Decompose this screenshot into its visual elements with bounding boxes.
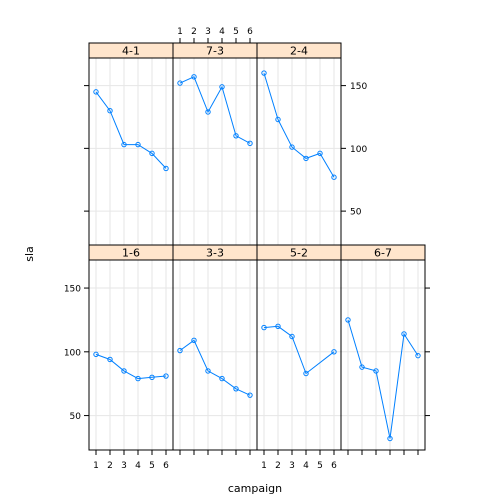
data-point (205, 368, 211, 374)
series-line-1-6 (95, 353, 167, 380)
x-tick-label: 4 (135, 461, 141, 471)
strip-label: 5-2 (290, 247, 308, 260)
panels: 4-1 7-3 2-4 1-6 3-3 5-2 6-7 (88, 42, 426, 451)
x-tick-label: 6 (331, 461, 337, 471)
y-axis-left-row2: 50 100 150 (64, 285, 89, 422)
series-line-4-1 (95, 91, 167, 169)
series-line-6-7 (347, 319, 419, 439)
series-line-2-4 (263, 72, 335, 178)
y-tick-label: 50 (350, 208, 362, 218)
data-point (163, 373, 169, 379)
panel-4-1: 4-1 (88, 42, 174, 246)
y-axis-right-row2 (425, 287, 430, 417)
data-point (289, 333, 295, 340)
y-axis-left-row1 (84, 85, 89, 212)
y-tick-label: 50 (70, 412, 82, 422)
strip-label: 3-3 (206, 247, 224, 260)
x-tick-label: 6 (163, 461, 169, 471)
series-line-3-3 (179, 339, 251, 396)
data-point (149, 150, 155, 157)
series-line-5-2 (263, 325, 335, 375)
y-axis-label: sla (23, 246, 36, 262)
x-tick-label: 3 (205, 27, 211, 37)
panel-1-6: 1-6 (88, 244, 174, 451)
x-tick-label: 2 (191, 27, 197, 37)
data-point (107, 108, 113, 114)
x-tick-label: 1 (177, 27, 183, 37)
data-point (163, 165, 169, 172)
data-point (177, 80, 183, 86)
x-tick-label: 6 (247, 27, 253, 37)
x-tick-label: 5 (233, 27, 239, 37)
panel-2-4: 2-4 (256, 42, 342, 246)
data-point (345, 317, 351, 323)
x-tick-label: 1 (261, 461, 267, 471)
data-point (289, 144, 295, 150)
panel-border (340, 259, 426, 451)
data-point (191, 74, 197, 80)
data-point (93, 89, 99, 95)
x-axis-label: campaign (228, 482, 282, 495)
panel-3-3: 3-3 (172, 244, 258, 451)
x-tick-label: 2 (107, 461, 113, 471)
data-point (121, 141, 127, 148)
x-tick-label: 4 (219, 27, 225, 37)
data-point (303, 370, 309, 377)
x-tick-label: 4 (303, 461, 309, 471)
data-point (191, 337, 197, 344)
x-tick-label: 1 (93, 461, 99, 471)
data-point (135, 375, 141, 382)
strip-label: 1-6 (122, 247, 140, 260)
strip-label: 2-4 (290, 45, 308, 58)
y-tick-label: 100 (350, 145, 367, 155)
data-point (275, 116, 281, 123)
data-point (107, 356, 113, 363)
data-point (121, 368, 127, 374)
data-point (233, 386, 239, 392)
data-point (261, 324, 267, 331)
x-tick-label: 3 (289, 461, 295, 471)
panel-5-2: 5-2 (256, 244, 342, 451)
strip-label: 4-1 (122, 45, 140, 58)
data-point (219, 84, 225, 90)
x-tick-label: 2 (275, 461, 281, 471)
panel-7-3: 7-3 (172, 42, 258, 246)
y-tick-label: 150 (64, 285, 81, 295)
data-point (177, 347, 183, 354)
data-point (401, 331, 407, 337)
data-point (331, 174, 337, 180)
data-point (205, 109, 211, 115)
strip-label: 6-7 (374, 247, 392, 260)
data-point (331, 349, 337, 355)
strip-label: 7-3 (206, 45, 224, 58)
series-line-7-3 (179, 76, 251, 144)
data-point (415, 352, 421, 359)
data-point (247, 392, 253, 398)
y-tick-label: 100 (64, 348, 81, 358)
panel-6-7: 6-7 (340, 244, 426, 451)
data-point (359, 364, 365, 370)
data-point (303, 155, 309, 162)
x-tick-label: 5 (149, 461, 155, 471)
data-point (149, 374, 155, 381)
data-point (317, 150, 323, 157)
x-tick-label: 5 (317, 461, 323, 471)
data-point (275, 323, 281, 330)
data-point (247, 140, 253, 147)
y-tick-label: 150 (350, 82, 367, 92)
data-point (233, 133, 239, 139)
x-tick-label: 3 (121, 461, 127, 471)
data-point (261, 70, 267, 76)
data-point (93, 351, 99, 358)
data-point (135, 141, 141, 148)
data-point (373, 368, 379, 374)
data-point (219, 375, 225, 382)
y-axis-right-row1: 50 100 150 (341, 82, 367, 218)
data-point (387, 435, 393, 442)
